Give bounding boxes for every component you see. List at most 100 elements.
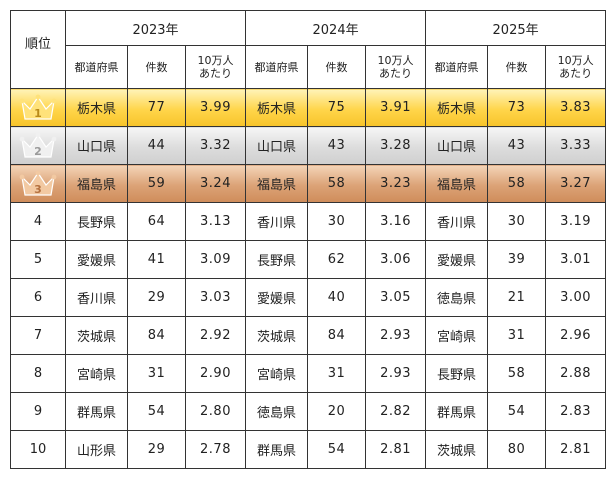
count-header-2024: 件数 xyxy=(307,45,367,89)
crown-jewel xyxy=(35,170,41,175)
rate-cell: 2.82 xyxy=(365,392,427,431)
prefecture-cell: 香川県 xyxy=(65,278,128,317)
rate-cell: 3.06 xyxy=(365,240,427,279)
count-cell: 73 xyxy=(487,88,547,127)
table-row: 10 山形県 29 2.78 群馬県 54 2.81 茨城県 80 2.81 xyxy=(10,430,607,469)
rate-cell: 2.78 xyxy=(184,430,247,469)
rank-column-header: 順位 xyxy=(10,10,66,89)
rate-header-2025: 10万人 あたり xyxy=(545,45,607,89)
count-cell: 77 xyxy=(127,88,186,127)
table-row: 6 香川県 29 3.03 愛媛県 40 3.05 徳島県 21 3.00 xyxy=(10,278,607,317)
table-row: 1 栃木県 77 3.99 栃木県 75 3.91 栃木県 73 3.83 xyxy=(10,88,607,127)
count-cell: 20 xyxy=(307,392,367,431)
count-cell: 30 xyxy=(487,202,547,241)
rate-cell: 2.96 xyxy=(545,316,607,355)
crown-jewel xyxy=(19,174,25,179)
rate-cell: 3.83 xyxy=(545,88,607,127)
rate-header-line2: あたり xyxy=(379,67,413,80)
count-cell: 54 xyxy=(307,430,367,469)
rate-header-line1: 10万人 xyxy=(377,54,414,67)
table-body: 1 栃木県 77 3.99 栃木県 75 3.91 栃木県 73 3.83 2 山口県 44 3.32 山口… xyxy=(10,88,607,469)
rate-cell: 2.90 xyxy=(184,354,247,393)
crown-shape xyxy=(21,95,55,120)
rate-header-2024: 10万人 あたり xyxy=(365,45,427,89)
prefecture-cell: 宮崎県 xyxy=(65,354,128,393)
crown-jewel xyxy=(35,132,41,137)
count-cell: 21 xyxy=(487,278,547,317)
prefecture-cell: 群馬県 xyxy=(245,430,309,469)
rank-number: 8 xyxy=(10,354,66,393)
prefecture-cell: 群馬県 xyxy=(425,392,489,431)
table-row: 4 長野県 64 3.13 香川県 30 3.16 香川県 30 3.19 xyxy=(10,202,607,241)
count-cell: 58 xyxy=(487,354,547,393)
crown-jewel xyxy=(19,98,25,103)
table-row: 5 愛媛県 41 3.09 長野県 62 3.06 愛媛県 39 3.01 xyxy=(10,240,607,279)
prefecture-cell: 愛媛県 xyxy=(65,240,128,279)
rate-cell: 2.81 xyxy=(545,430,607,469)
crown-rank-number: 3 xyxy=(34,183,42,196)
rate-cell: 3.28 xyxy=(365,126,427,165)
count-cell: 41 xyxy=(127,240,186,279)
count-cell: 58 xyxy=(487,164,547,203)
gold-crown-icon: 1 xyxy=(19,94,57,120)
prefecture-cell: 茨城県 xyxy=(65,316,128,355)
prefecture-cell: 香川県 xyxy=(245,202,309,241)
year-header-2025: 2025年 xyxy=(425,10,607,46)
count-cell: 31 xyxy=(487,316,547,355)
prefecture-cell: 山口県 xyxy=(65,126,128,165)
prefecture-cell: 愛媛県 xyxy=(425,240,489,279)
crown-jewel xyxy=(51,136,57,141)
prefecture-cell: 山口県 xyxy=(245,126,309,165)
rate-cell: 3.27 xyxy=(545,164,607,203)
rate-cell: 3.00 xyxy=(545,278,607,317)
year-header-row: 順位 2023年 2024年 2025年 xyxy=(10,10,607,89)
crown-jewel xyxy=(19,136,25,141)
rate-cell: 3.03 xyxy=(184,278,247,317)
count-cell: 62 xyxy=(307,240,367,279)
prefecture-cell: 茨城県 xyxy=(245,316,309,355)
crown-jewel xyxy=(51,98,57,103)
rate-header-line2: あたり xyxy=(559,67,593,80)
crown-rank-number: 2 xyxy=(34,145,42,158)
prefecture-header-2025: 都道府県 xyxy=(425,45,489,89)
rate-cell: 2.80 xyxy=(184,392,247,431)
rate-cell: 3.19 xyxy=(545,202,607,241)
prefecture-header-2023: 都道府県 xyxy=(65,45,128,89)
crown-rank-number: 1 xyxy=(34,107,42,120)
rate-cell: 3.09 xyxy=(184,240,247,279)
rank-number: 5 xyxy=(10,240,66,279)
crown-shape xyxy=(21,133,55,158)
prefecture-cell: 徳島県 xyxy=(425,278,489,317)
rank-crown-cell: 2 xyxy=(10,126,66,165)
rate-cell: 2.92 xyxy=(184,316,247,355)
prefecture-cell: 宮崎県 xyxy=(245,354,309,393)
count-cell: 54 xyxy=(487,392,547,431)
rate-cell: 3.24 xyxy=(184,164,247,203)
silver-crown-icon: 2 xyxy=(19,132,57,158)
count-cell: 31 xyxy=(127,354,186,393)
count-cell: 54 xyxy=(127,392,186,431)
prefecture-cell: 栃木県 xyxy=(425,88,489,127)
count-cell: 31 xyxy=(307,354,367,393)
prefecture-cell: 長野県 xyxy=(65,202,128,241)
prefecture-cell: 宮崎県 xyxy=(425,316,489,355)
prefecture-cell: 徳島県 xyxy=(245,392,309,431)
prefecture-cell: 福島県 xyxy=(245,164,309,203)
prefecture-cell: 山形県 xyxy=(65,430,128,469)
prefecture-cell: 群馬県 xyxy=(65,392,128,431)
prefecture-cell: 長野県 xyxy=(425,354,489,393)
ranking-table: 順位 2023年 2024年 2025年 都道府県 件数 10万人 あたり 都道府… xyxy=(10,10,607,469)
prefecture-header-2024: 都道府県 xyxy=(245,45,309,89)
rate-cell: 2.93 xyxy=(365,354,427,393)
count-cell: 80 xyxy=(487,430,547,469)
rate-cell: 3.99 xyxy=(184,88,247,127)
year-header-2024: 2024年 xyxy=(245,10,427,46)
rate-cell: 2.81 xyxy=(365,430,427,469)
rate-header-2023: 10万人 あたり xyxy=(184,45,247,89)
table-header: 順位 2023年 2024年 2025年 都道府県 件数 10万人 あたり 都道府… xyxy=(10,10,607,89)
table-row: 8 宮崎県 31 2.90 宮崎県 31 2.93 長野県 58 2.88 xyxy=(10,354,607,393)
count-cell: 43 xyxy=(307,126,367,165)
rank-crown-cell: 3 xyxy=(10,164,66,203)
count-cell: 64 xyxy=(127,202,186,241)
crown-jewel xyxy=(51,174,57,179)
